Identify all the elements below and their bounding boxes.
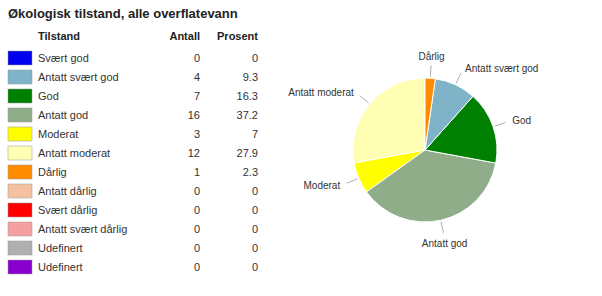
- row-percent: 7: [252, 128, 258, 140]
- table-row: Antatt svært dårlig 0 0: [8, 222, 258, 236]
- row-count: 1: [194, 166, 200, 178]
- slice: [366, 150, 495, 222]
- table-header: Prosent: [217, 30, 258, 42]
- leader-line: [441, 222, 444, 233]
- table-row: Svært god 0 0: [8, 51, 258, 65]
- row-percent: 0: [252, 204, 258, 216]
- chart: Økologisk tilstand, alle overflatevann Ti…: [0, 0, 602, 296]
- slice-label: God: [512, 115, 531, 126]
- row-percent: 37.2: [237, 109, 258, 121]
- swatch: [8, 146, 32, 160]
- row-count: 0: [194, 52, 200, 64]
- swatch: [8, 260, 32, 274]
- pie: [353, 78, 497, 222]
- row-count: 3: [194, 128, 200, 140]
- swatch: [8, 51, 32, 65]
- row-percent: 0: [252, 223, 258, 235]
- row-count: 0: [194, 185, 200, 197]
- slice-labels: Antatt moderat Moderat Antatt god God Antatt…: [288, 51, 538, 250]
- table-row: Udefinert 0 0: [8, 260, 258, 274]
- table-row: Dårlig 1 2.3: [8, 165, 258, 179]
- slice-label: Moderat: [303, 180, 340, 191]
- table-row: Moderat 3 7: [8, 127, 258, 141]
- table-row: Antatt svært god 4 9.3: [8, 70, 258, 84]
- row-label: Moderat: [38, 128, 78, 140]
- row-percent: 9.3: [243, 71, 258, 83]
- row-count: 0: [194, 261, 200, 273]
- row-count: 0: [194, 204, 200, 216]
- swatch: [8, 165, 32, 179]
- leader-line: [456, 73, 461, 83]
- row-label: Antatt svært god: [38, 71, 119, 83]
- row-count: 16: [188, 109, 200, 121]
- row-label: Udefinert: [38, 242, 83, 254]
- table-header: Tilstand: [38, 30, 80, 42]
- row-count: 7: [194, 90, 200, 102]
- leader-line: [430, 65, 432, 76]
- row-label: Antatt svært dårlig: [38, 223, 127, 235]
- table: TilstandAntallProsentSvært god00Antatt s…: [8, 30, 258, 274]
- leader-line: [347, 179, 358, 184]
- row-percent: 0: [252, 52, 258, 64]
- row-label: Antatt dårlig: [38, 185, 97, 197]
- row-count: 12: [188, 147, 200, 159]
- swatch: [8, 108, 32, 122]
- row-label: Svært dårlig: [38, 204, 97, 216]
- swatch: [8, 203, 32, 217]
- row-label: Udefinert: [38, 261, 83, 273]
- swatch: [8, 241, 32, 255]
- table-row: Antatt moderat 12 27.9: [8, 146, 258, 160]
- slice-label: Dårlig: [418, 51, 444, 62]
- row-percent: 0: [252, 185, 258, 197]
- table-row: Udefinert 0 0: [8, 241, 258, 255]
- table-row: Antatt dårlig 0 0: [8, 184, 258, 198]
- swatch: [8, 222, 32, 236]
- slice-label: Antatt moderat: [288, 87, 354, 98]
- row-count: 0: [194, 223, 200, 235]
- row-label: Dårlig: [38, 166, 67, 178]
- row-percent: 27.9: [237, 147, 258, 159]
- leader-line: [360, 96, 369, 103]
- swatch: [8, 184, 32, 198]
- row-label: Antatt god: [38, 109, 88, 121]
- swatch: [8, 127, 32, 141]
- row-count: 0: [194, 242, 200, 254]
- row-percent: 2.3: [243, 166, 258, 178]
- table-row: God 7 16.3: [8, 89, 258, 103]
- table-row: Svært dårlig 0 0: [8, 203, 258, 217]
- slice-label: Antatt god: [422, 238, 468, 249]
- table-header: Antall: [169, 30, 200, 42]
- table-row: Antatt god 16 37.2: [8, 108, 258, 122]
- row-label: Svært god: [38, 52, 89, 64]
- row-label: Antatt moderat: [38, 147, 110, 159]
- swatch: [8, 70, 32, 84]
- row-percent: 16.3: [237, 90, 258, 102]
- leader-line: [494, 122, 505, 126]
- slice: [425, 78, 435, 150]
- slice: [425, 79, 473, 150]
- title: Økologisk tilstand, alle overflatevann: [8, 6, 238, 21]
- slice: [353, 78, 425, 163]
- swatch: [8, 89, 32, 103]
- row-label: God: [38, 90, 59, 102]
- row-count: 4: [194, 71, 200, 83]
- row-percent: 0: [252, 261, 258, 273]
- row-percent: 0: [252, 242, 258, 254]
- slice-label: Antatt svært god: [465, 63, 538, 74]
